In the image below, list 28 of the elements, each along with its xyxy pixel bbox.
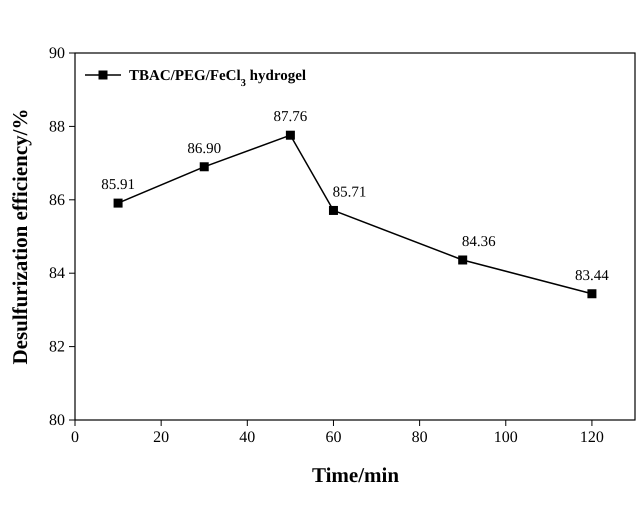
x-tick-label: 0 (71, 429, 79, 446)
point (458, 255, 468, 264)
point (328, 206, 338, 215)
x-tick-label: 100 (494, 429, 518, 446)
y-tick-label: 90 (49, 45, 65, 62)
y-tick-label: 80 (49, 412, 65, 429)
y-tick-label: 88 (49, 118, 65, 136)
data-label: 85.91 (101, 177, 135, 194)
point (286, 130, 295, 140)
x-tick-label: 80 (412, 429, 428, 446)
data-label: 83.44 (575, 268, 610, 284)
data-label: 86.90 (187, 140, 222, 157)
y-tick-label: 86 (49, 192, 65, 209)
x-axis-title: Time/min (312, 463, 400, 487)
point (114, 198, 123, 208)
x-tick-label: 60 (325, 429, 342, 446)
data-label: 87.76 (274, 109, 308, 126)
y-tick-label: 84 (49, 265, 65, 282)
x-tick-label: 120 (580, 429, 604, 446)
x-tick-label: 40 (239, 429, 256, 446)
data-label: 84.36 (462, 234, 496, 250)
y-axis-title: Desulfurization efficiency/% (8, 108, 32, 365)
data-label: 85.71 (332, 184, 366, 200)
legend-label: TBAC/PEG/FeCl$_{3}$ hydrogel (129, 68, 306, 88)
x-tick-label: 20 (153, 429, 170, 446)
point (587, 289, 596, 298)
point (200, 162, 209, 172)
y-tick-label: 82 (49, 338, 65, 356)
